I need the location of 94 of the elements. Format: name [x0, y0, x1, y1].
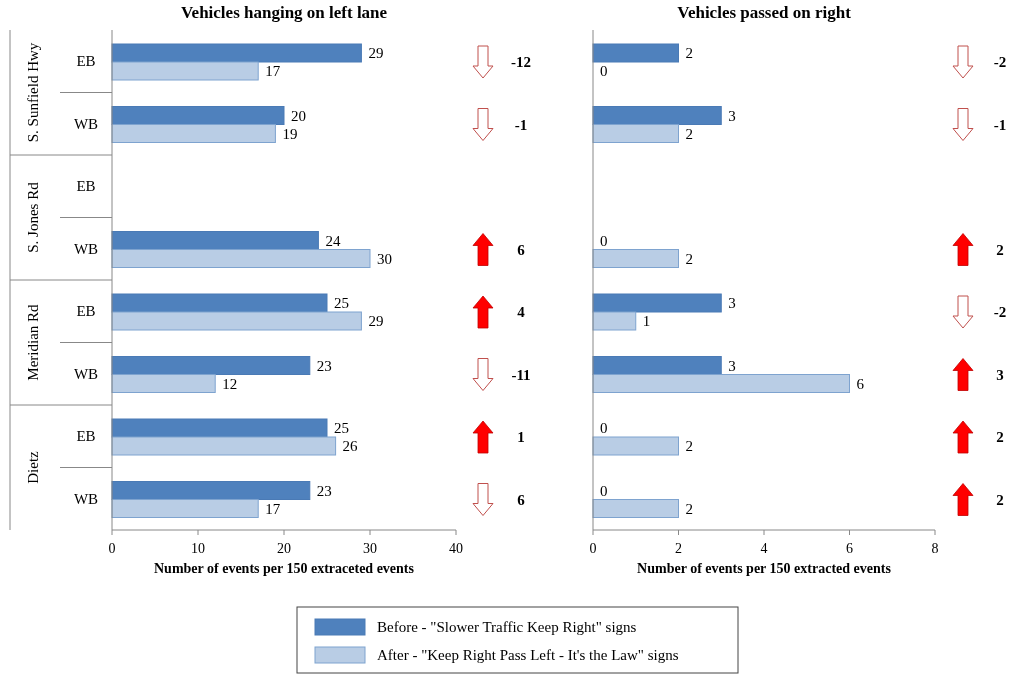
x-axis-title: Number of events per 150 extraceted events: [154, 561, 415, 576]
data-label: 1: [642, 313, 651, 329]
text: S. Jones Rd: [25, 181, 41, 253]
data-label: 0: [600, 420, 608, 436]
data-label: 23: [316, 357, 332, 374]
data-label: 26: [342, 438, 359, 454]
text: Dietz: [25, 450, 41, 484]
text: 2: [996, 429, 1004, 445]
data-label: 30: [377, 250, 392, 267]
data-label: 0: [600, 482, 608, 499]
data-label: 29: [368, 313, 384, 329]
legend-label: After - "Keep Right Pass Left - It's the Law" signs: [377, 647, 679, 663]
text: -1: [514, 116, 528, 133]
bar: [111, 61, 259, 81]
y-tick-label: WB: [73, 240, 99, 257]
x-axis-title: Number of events per 150 extracted events: [637, 561, 892, 576]
text: -2: [993, 54, 1007, 70]
data-label: 24: [325, 232, 341, 249]
bar: [592, 293, 722, 313]
bar: [111, 249, 371, 268]
bar: [111, 436, 337, 456]
data-label: 25: [334, 420, 349, 436]
bar: [592, 106, 722, 125]
x-tick-label: 0: [589, 541, 597, 556]
bar: [592, 356, 722, 375]
x-tick-label: 30: [363, 541, 377, 556]
data-label: 3: [728, 107, 736, 124]
x-tick-label: 0: [108, 541, 116, 556]
bar: [592, 436, 679, 456]
y-tick-label: EB: [76, 178, 96, 195]
y-tick-label: EB: [76, 428, 96, 445]
bar: [111, 418, 328, 438]
bar: [592, 249, 679, 268]
data-label: 2: [685, 438, 693, 454]
text: -2: [993, 304, 1007, 320]
data-label: 2: [685, 125, 693, 142]
text: Meridian Rd: [25, 303, 41, 381]
bar: [111, 499, 259, 518]
x-tick-label: 4: [760, 541, 768, 556]
data-label: 0: [600, 232, 608, 249]
chart-title: Vehicles hanging on left lane: [180, 3, 388, 22]
data-label: 2: [685, 500, 693, 517]
bar: [111, 106, 285, 125]
bar: [592, 499, 679, 518]
bar: [592, 43, 679, 63]
y-tick-label: WB: [73, 490, 99, 507]
text: 3: [996, 366, 1004, 383]
bar: [111, 293, 328, 313]
data-label: 12: [222, 375, 238, 392]
y-tick-label: EB: [76, 53, 96, 70]
text: 6: [517, 491, 526, 508]
data-label: 19: [282, 125, 298, 142]
x-tick-label: 20: [277, 541, 291, 556]
x-tick-label: 40: [449, 541, 463, 556]
bar: [111, 374, 216, 393]
bar: [592, 311, 637, 331]
bar: [111, 43, 362, 63]
text: 6: [517, 241, 526, 258]
bar: [111, 481, 311, 500]
bar: [111, 311, 362, 331]
data-label: 29: [368, 45, 384, 61]
x-tick-label: 6: [846, 541, 853, 556]
bar: [111, 356, 311, 375]
y-tick-label: WB: [73, 115, 99, 132]
data-label: 17: [265, 500, 281, 517]
data-label: 3: [728, 295, 736, 311]
text: 4: [517, 304, 526, 320]
bar: [111, 124, 276, 143]
legend-label: Before - "Slower Traffic Keep Right" signs: [377, 619, 637, 635]
data-label: 20: [291, 107, 306, 124]
text: S. Sunfield Hwy: [25, 42, 41, 143]
text: -11: [511, 366, 531, 383]
x-tick-label: 8: [931, 541, 939, 556]
chart-title: Vehicles passed on right: [677, 3, 852, 22]
x-tick-label: 2: [675, 541, 682, 556]
text: -12: [511, 54, 531, 70]
text: 2: [996, 491, 1004, 508]
data-label: 17: [265, 63, 281, 79]
bar: [111, 231, 319, 250]
text: -1: [993, 116, 1007, 133]
bar: [592, 374, 850, 393]
bar: [592, 124, 679, 143]
data-label: 2: [685, 250, 693, 267]
data-label: 25: [334, 295, 349, 311]
y-tick-label: EB: [76, 303, 96, 320]
data-label: 3: [728, 357, 736, 374]
data-label: 2: [685, 45, 693, 61]
text: 1: [517, 429, 525, 445]
y-tick-label: WB: [73, 365, 99, 382]
data-label: 6: [856, 375, 865, 392]
x-tick-label: 10: [191, 541, 205, 556]
data-label: 23: [316, 482, 332, 499]
data-label: 0: [600, 63, 608, 79]
text: 2: [996, 241, 1004, 258]
